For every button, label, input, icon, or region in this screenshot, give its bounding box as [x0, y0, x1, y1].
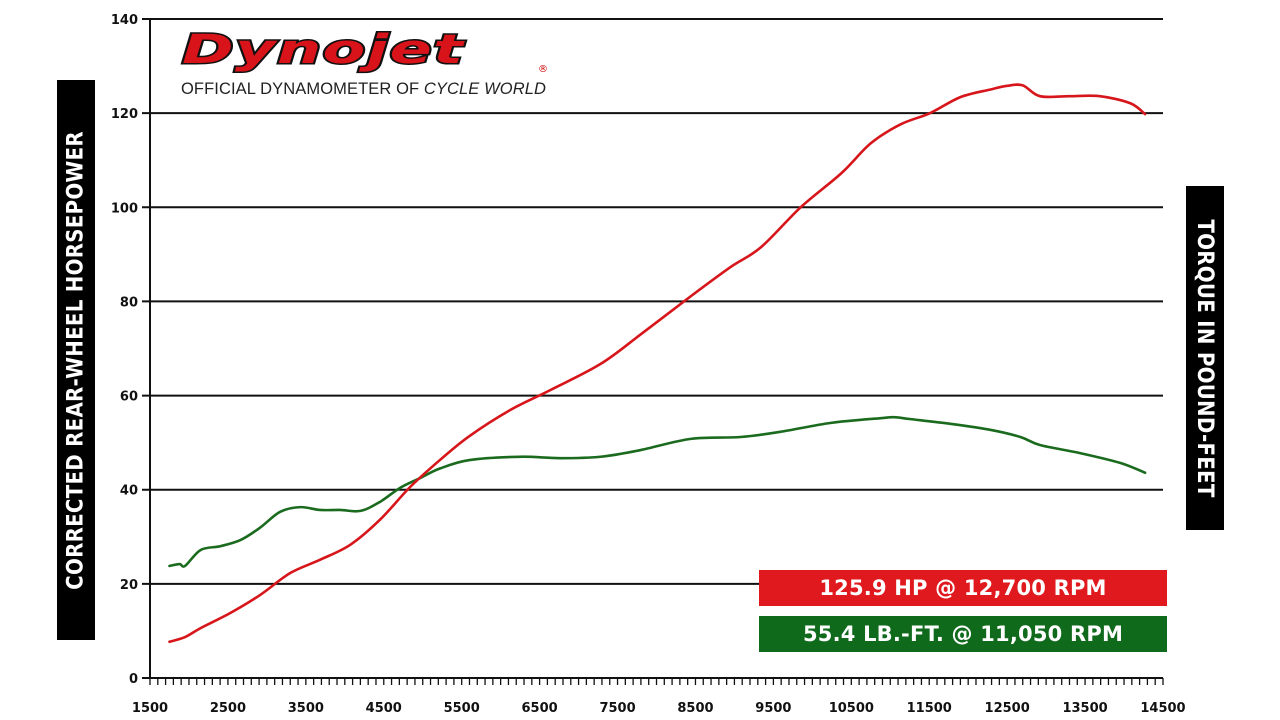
y-axis-label-right: TORQUE IN POUND-FEET: [1186, 186, 1224, 530]
x-tick-label: 3500: [288, 701, 324, 716]
y-tick-label: 20: [120, 578, 138, 593]
registered-mark: ®: [538, 64, 548, 75]
y-axis-label-left-text: CORRECTED REAR-WHEEL HORSEPOWER: [63, 130, 89, 590]
logo-tagline: OFFICIAL DYNAMOMETER OF CYCLE WORLD: [181, 80, 546, 99]
grid-lines: [142, 18, 1163, 679]
x-axis-ticks: 1500 2500 3500 4500 5500 6500 7500 8500 9500 1050…: [132, 678, 1186, 716]
dynojet-logo: Dynojet ® OFFICIAL DYNAMOMETER OF CYCLE …: [176, 28, 551, 100]
y-tick-label: 100: [111, 201, 138, 216]
x-tick-label: 12500: [985, 701, 1030, 716]
y-tick-label: 120: [111, 107, 138, 122]
y-tick-label: 140: [111, 13, 138, 28]
x-tick-label: 11500: [907, 701, 952, 716]
x-tick-label: 14500: [1140, 701, 1185, 716]
horsepower-line: [168, 83, 1147, 644]
x-tick-label: 10500: [829, 701, 874, 716]
x-tick-label: 13500: [1062, 701, 1107, 716]
y-tick-label: 0: [129, 672, 138, 687]
data-series: [168, 83, 1147, 644]
y-axis-label-right-text: TORQUE IN POUND-FEET: [1192, 218, 1218, 498]
y-tick-label: 60: [120, 390, 138, 405]
peak-torque-badge: 55.4 LB.-FT. @ 11,050 RPM: [759, 616, 1167, 652]
tagline-prefix: OFFICIAL DYNAMOMETER OF: [181, 80, 424, 98]
x-tick-label: 6500: [522, 701, 558, 716]
x-tick-label: 9500: [755, 701, 791, 716]
y-tick-label: 80: [120, 295, 138, 310]
tagline-italic: CYCLE WORLD: [423, 80, 547, 98]
x-tick-label: 1500: [132, 701, 168, 716]
peak-hp-badge: 125.9 HP @ 12,700 RPM: [759, 570, 1167, 606]
x-tick-label: 4500: [366, 701, 402, 716]
x-tick-label: 8500: [677, 701, 713, 716]
y-tick-label: 40: [120, 484, 138, 499]
torque-line: [168, 415, 1147, 568]
x-tick-label: 7500: [599, 701, 635, 716]
y-axis-ticks: 0 20 40 60 80 100 120 140: [111, 13, 138, 687]
y-axis-label-left: CORRECTED REAR-WHEEL HORSEPOWER: [57, 80, 95, 640]
logo-brand: Dynojet: [180, 27, 466, 73]
x-tick-label: 2500: [210, 701, 246, 716]
x-tick-label: 5500: [444, 701, 480, 716]
